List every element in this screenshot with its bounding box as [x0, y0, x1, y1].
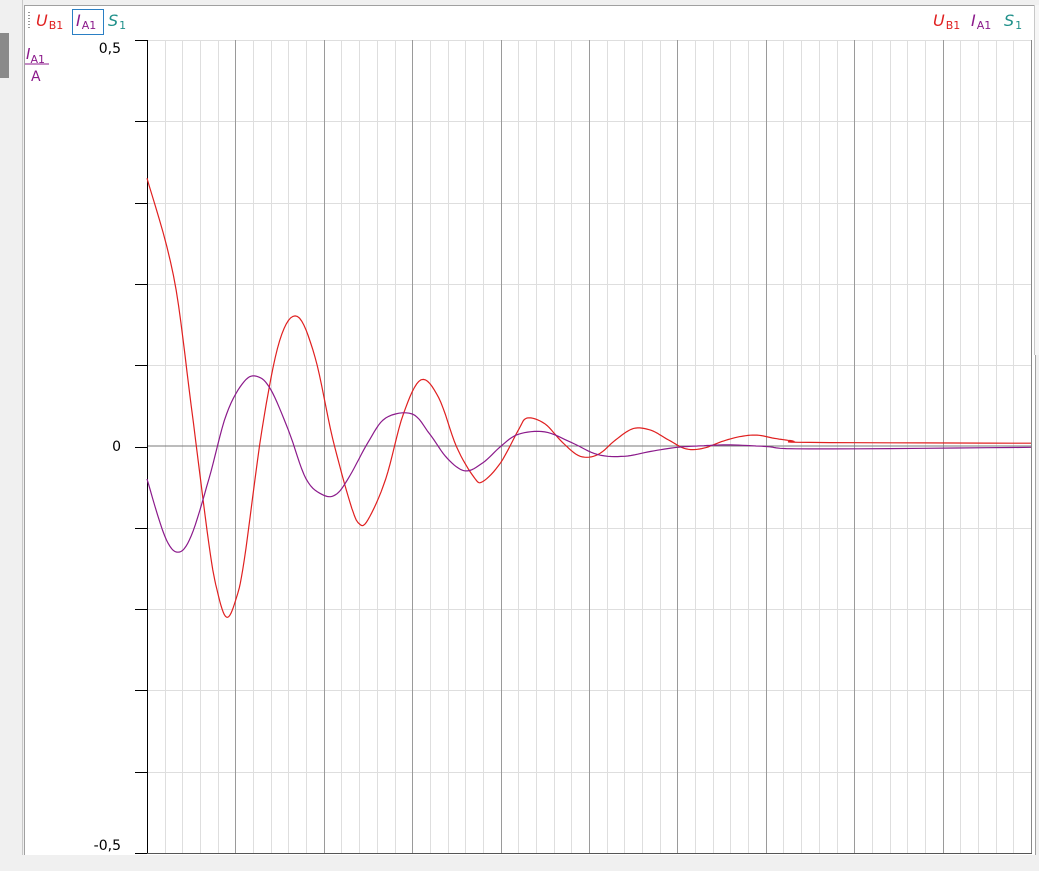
selector-s1-sub: 1	[119, 19, 127, 32]
right-scrollbar[interactable]	[1034, 5, 1039, 355]
selected-quantity-frame	[72, 9, 104, 35]
legend-ub1-sub: B1	[945, 19, 961, 32]
legend-ia1: IA1	[971, 12, 991, 35]
y-tick-label-top: 0,5	[99, 41, 121, 57]
y-ticks	[135, 40, 147, 854]
legend-ia1-sub: A1	[976, 19, 992, 32]
selector-ub1-sub: B1	[48, 19, 64, 32]
legend-ub1-symbol: U	[933, 11, 945, 30]
selector-ub1-button[interactable]: UB1	[36, 12, 63, 35]
y-tick-label-bottom: -0,5	[94, 838, 121, 854]
bottom-band	[0, 855, 1039, 871]
legend-s1-symbol: S	[1004, 11, 1015, 30]
selector-ub1-symbol: U	[36, 11, 48, 30]
chart-panel	[24, 5, 1036, 857]
y-tick-label-zero: 0	[112, 439, 121, 455]
selector-ia1-button[interactable]: IA1	[76, 12, 96, 35]
selector-s1-button[interactable]: S1	[108, 12, 126, 35]
series-ia1-line	[146, 375, 1032, 553]
left-side-strip	[0, 0, 23, 871]
legend-ia1-symbol: I	[971, 11, 976, 30]
y-axis-quantity-sub: A1	[30, 53, 45, 66]
side-scroll-thumb[interactable]	[0, 33, 9, 78]
legend-ub1: UB1	[933, 12, 960, 35]
y-axis-unit: A	[31, 69, 41, 85]
selector-s1-symbol: S	[108, 11, 119, 30]
series-ub1-line	[146, 178, 1031, 618]
y-axis-quantity-symbol: I	[26, 45, 31, 63]
selector-ia1-symbol: I	[76, 11, 81, 30]
legend-s1-sub: 1	[1015, 19, 1023, 32]
y-axis-quantity: IA1	[26, 45, 45, 66]
selector-ia1-sub: A1	[81, 19, 97, 32]
toolbar-grip[interactable]	[28, 12, 30, 30]
legend-s1: S1	[1004, 12, 1022, 35]
